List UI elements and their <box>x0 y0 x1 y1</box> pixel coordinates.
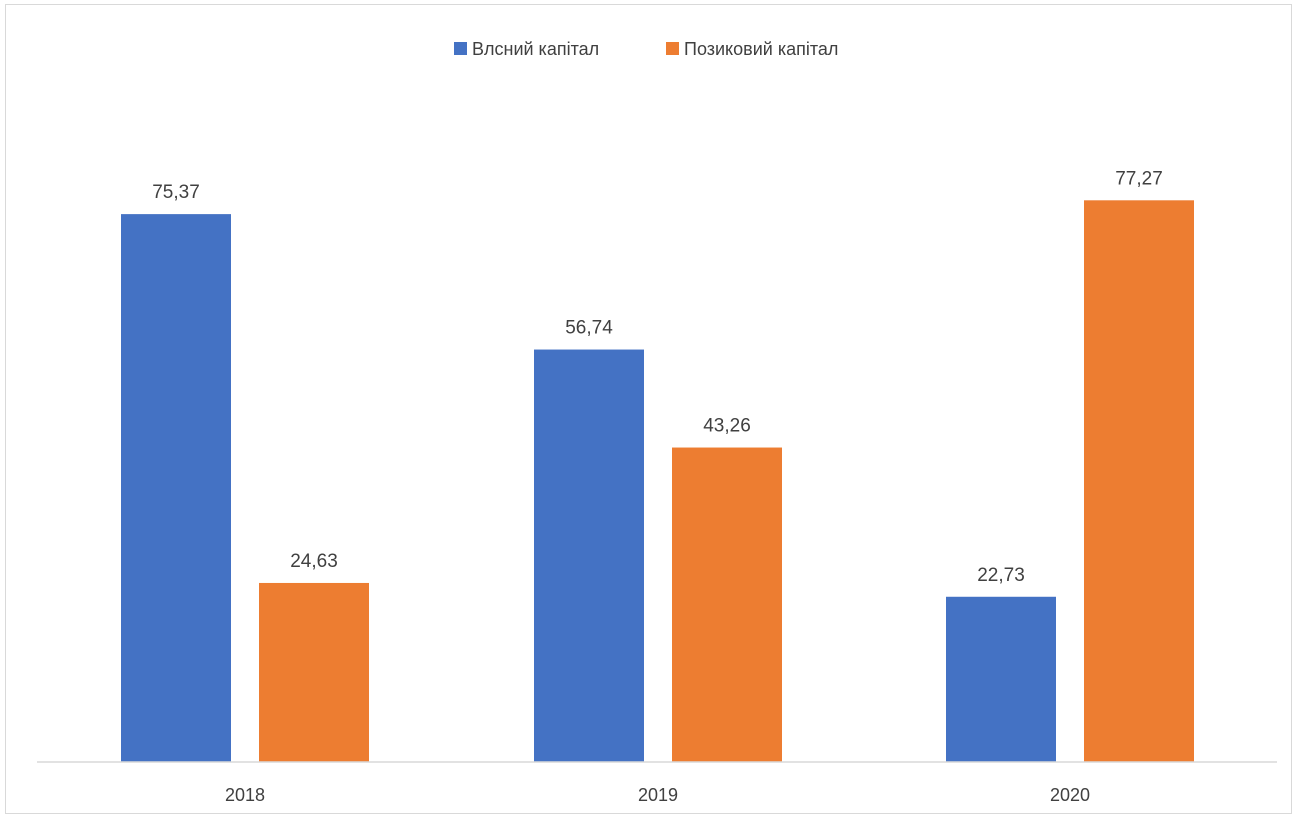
legend-swatch-own-capital <box>454 42 467 55</box>
legend: Влсний капітал Позиковий капітал <box>454 39 838 59</box>
x-tick-labels: 2018 2019 2020 <box>225 785 1090 805</box>
x-tick-label-2018: 2018 <box>225 785 265 805</box>
x-tick-label-2019: 2019 <box>638 785 678 805</box>
bar-own-2019 <box>534 349 644 762</box>
bar-borrowed-2020 <box>1084 200 1194 763</box>
legend-label-borrowed-capital: Позиковий капітал <box>684 39 838 59</box>
data-label-borrowed-2020: 77,27 <box>1115 168 1163 189</box>
data-label-own-2020: 22,73 <box>977 565 1025 586</box>
data-label-own-2018: 75,37 <box>152 182 200 203</box>
x-tick-label-2020: 2020 <box>1050 785 1090 805</box>
data-labels: 75,37 24,63 56,74 43,26 22,73 77,27 <box>152 168 1163 585</box>
bar-borrowed-2018 <box>259 582 369 762</box>
bar-own-2020 <box>946 596 1056 762</box>
bar-own-2018 <box>121 214 231 763</box>
data-label-borrowed-2018: 24,63 <box>290 551 338 572</box>
legend-swatch-borrowed-capital <box>666 42 679 55</box>
bar-borrowed-2019 <box>672 447 782 762</box>
bars <box>121 200 1194 763</box>
data-label-borrowed-2019: 43,26 <box>703 416 751 437</box>
legend-label-own-capital: Влсний капітал <box>472 39 599 59</box>
data-label-own-2019: 56,74 <box>565 318 613 339</box>
